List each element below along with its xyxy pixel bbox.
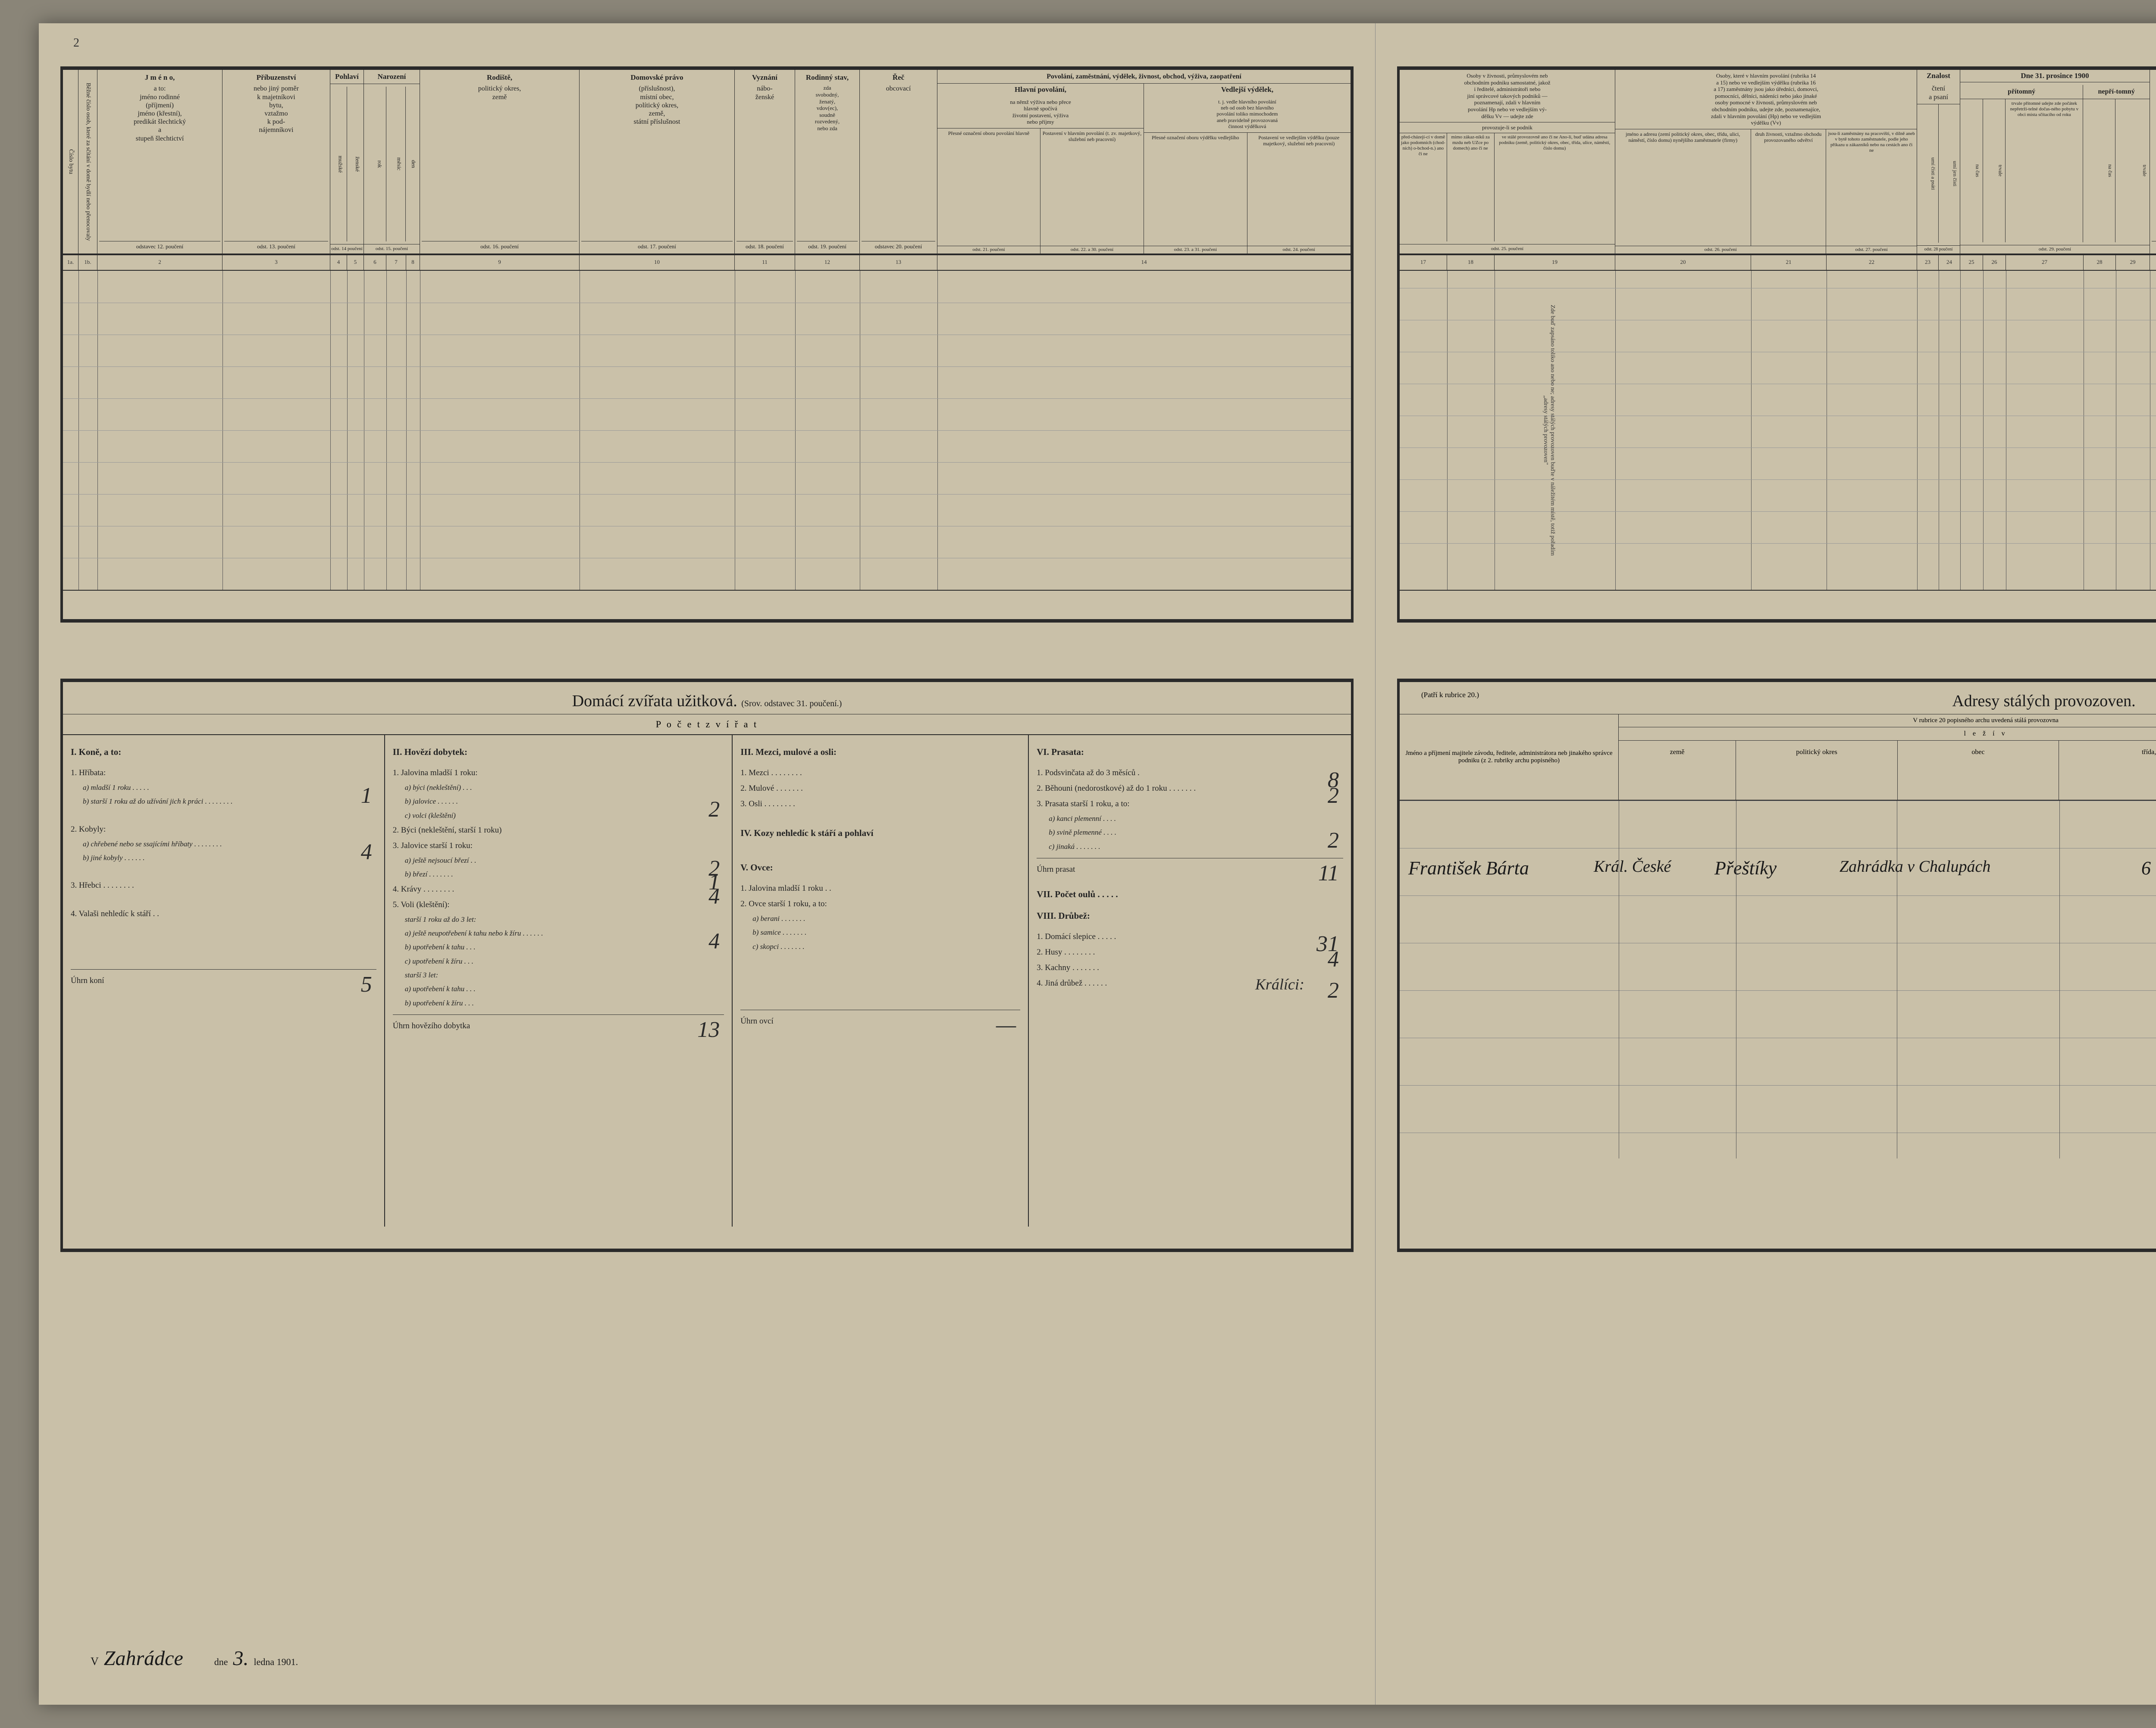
addr-okres: Přeštíky: [1714, 857, 1777, 879]
col-misto: Místo, kde nepřítomný se zdržuje, osada,…: [2150, 70, 2156, 254]
animals-col-cattle: II. Hovězí dobytek: 1. Jalovina mladší 1…: [385, 735, 733, 1227]
col-pribuzenství: Příbuzenství nebo jiný poměr k majetníko…: [222, 70, 330, 254]
census-form-right: Osoby v živnosti, průmyslovém neb obchod…: [1397, 66, 2156, 623]
col-jmeno: J m é n o, a to: jméno rodinné (příjmení…: [97, 70, 222, 254]
addr-col-name: Jméno a příjmení majitele závodu, ředite…: [1400, 714, 1619, 800]
addr-col-lezi: V rubrice 20 popisného archu uvedená stá…: [1619, 714, 2156, 800]
col-znalost: Znalost čtení a psaní umí čísti a psáti …: [1917, 70, 1960, 254]
col-dne: Dne 31. prosince 1900 přítomný nepří-tom…: [1960, 70, 2150, 254]
addr-name: František Bárta: [1408, 857, 1529, 879]
foot-row-left: [63, 590, 1351, 607]
census-form-left: Číslo bytu Běžné číslo osob, které za sč…: [60, 66, 1354, 623]
header-row: Číslo bytu Běžné číslo osob, které za sč…: [63, 70, 1351, 255]
animals-col-pigs: VI. Prasata: 1. Podsvinčata až do 3 měsí…: [1029, 735, 1351, 1227]
col-bezne-cislo: Běžné číslo osob, které za sčítání v dom…: [78, 70, 97, 254]
col-vyznani: Vyznání nábo- ženské odst. 18. poučení: [735, 70, 795, 254]
value-jina-label: Králíci:: [1255, 970, 1304, 999]
col-rodiste: Rodiště, politický okres, země odst. 16.…: [420, 70, 580, 254]
col-povolani-start: Povolání, zaměstnání, výdělek, živnost, …: [937, 70, 1351, 254]
value-jina-drubez: 2: [1328, 970, 1339, 1012]
addresses-title: Adresy stálých provozoven.: [1400, 682, 2156, 714]
addr-obec: Zahrádka v Chalupách: [1839, 857, 1990, 876]
signature-left: V Zahrádce dne 3. ledna 1901.: [91, 1647, 298, 1670]
right-page: Osoby v živnosti, průmyslovém neb obchod…: [1376, 23, 2156, 1705]
addresses-body: František Bárta Král. České Přeštíky Zah…: [1400, 801, 2156, 1158]
col-pohlavi: Pohlaví mužské ženské odst. 14 poučení: [330, 70, 364, 254]
animals-body: I. Koně, a to: 1. Hříbata: a) mladší 1 r…: [63, 735, 1351, 1227]
col-rec: Řeč obcovací odstavec 20. poučení: [860, 70, 937, 254]
addr-cislo: 6: [2141, 857, 2151, 879]
index-row-right: 17 18 19 20 21 22 23 24 25 26 27 28 29 3…: [1400, 255, 2156, 271]
value-behouni: 2: [1328, 775, 1339, 817]
document-spread: 2 Číslo bytu Běžné číslo osob, které za …: [39, 23, 2156, 1705]
index-row-left: 1a. 1b. 2 3 4 5 6 7 8 9 10 11 12 13 14: [63, 255, 1351, 271]
body-grid-right: Přenáška . .: [1400, 271, 2156, 590]
col-domov: Domovské právo (příslušnost), místní obe…: [580, 70, 735, 254]
col-narozeni: Narození rok měsíc den odst. 15. poučení: [364, 70, 420, 254]
animals-title: Domácí zvířata užitková. (Srov. odstavec…: [63, 682, 1351, 714]
page-number: 2: [73, 36, 79, 50]
addresses-header: Jméno a příjmení majitele závodu, ředite…: [1400, 714, 2156, 801]
col-osoby1: Osoby v živnosti, průmyslovém neb obchod…: [1400, 70, 1615, 254]
value-uhrn-koni: 5: [361, 964, 372, 1006]
addresses-pref: (Patří k rubrice 20.): [1421, 691, 1479, 699]
animals-subtitle: P o č e t z v í ř a t: [63, 714, 1351, 735]
value-uhrn-ovci: —: [996, 1004, 1016, 1047]
value-kravy: 4: [708, 876, 720, 918]
body-grid-left: [63, 271, 1351, 590]
foot-row-right: Veškerý úhrn přítomných (z rubriky 25 a …: [1400, 590, 2156, 607]
left-page: 2 Číslo bytu Běžné číslo osob, které za …: [39, 23, 1376, 1705]
addr-zeme: Král. České: [1594, 857, 1671, 876]
animals-col-horses: I. Koně, a to: 1. Hříbata: a) mladší 1 r…: [63, 735, 385, 1227]
header-row-right: Osoby v živnosti, průmyslovém neb obchod…: [1400, 70, 2156, 255]
value-uhrn-dobytka: 13: [697, 1009, 720, 1052]
col-rodinny: Rodinný stav, zda svobodný, ženatý, vdov…: [795, 70, 860, 254]
col-cislo-bytu: Číslo bytu: [63, 70, 78, 254]
addresses-section: (Patří k rubrice 20.) Adresy stálých pro…: [1397, 679, 2156, 1252]
col-osoby2: Osoby, které v hlavním povolání (rubrika…: [1615, 70, 1917, 254]
animals-section: Domácí zvířata užitková. (Srov. odstavec…: [60, 679, 1354, 1252]
animals-col-other: III. Mezci, mulové a osli: 1. Mezci . . …: [733, 735, 1029, 1227]
vertical-note: Zde buď zapsáno toliko ano nebo ne; adre…: [1542, 297, 1556, 564]
